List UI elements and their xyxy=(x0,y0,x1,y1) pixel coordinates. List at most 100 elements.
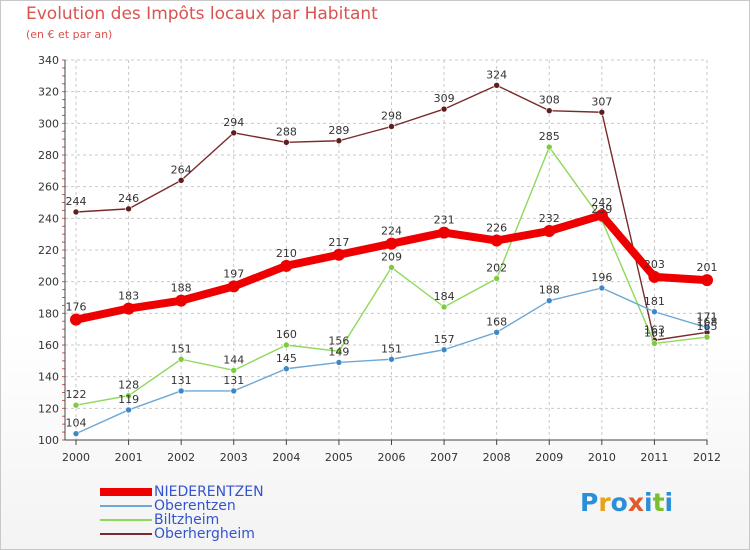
x-tick-label: 2008 xyxy=(483,451,511,464)
logo-letter: x xyxy=(627,488,644,517)
data-label: 217 xyxy=(328,236,349,249)
chart-title: Evolution des Impôts locaux par Habitant xyxy=(26,4,378,24)
data-label: 144 xyxy=(223,353,244,366)
data-point xyxy=(72,430,80,437)
y-tick-label: 240 xyxy=(38,212,59,225)
data-label: 156 xyxy=(328,334,349,347)
data-label: 151 xyxy=(381,342,402,355)
data-point xyxy=(283,341,290,349)
data-point xyxy=(70,313,82,326)
data-point xyxy=(335,348,343,355)
logo-letter: P xyxy=(580,488,599,517)
x-tick-label: 2010 xyxy=(588,451,616,464)
data-label: 232 xyxy=(539,212,560,225)
data-label: 264 xyxy=(171,163,192,176)
y-tick-label: 120 xyxy=(38,402,59,415)
data-label: 324 xyxy=(486,68,507,81)
data-label: 161 xyxy=(644,326,665,339)
data-label: 239 xyxy=(591,203,612,216)
data-label: 176 xyxy=(66,301,87,314)
data-point xyxy=(388,355,395,363)
y-tick-label: 260 xyxy=(38,181,59,194)
y-tick-label: 340 xyxy=(38,54,59,67)
data-label: 288 xyxy=(276,125,297,138)
x-tick-label: 2002 xyxy=(167,451,195,464)
x-tick-label: 2012 xyxy=(693,451,721,464)
data-point xyxy=(227,280,240,293)
data-label: 184 xyxy=(434,290,455,303)
data-point xyxy=(280,259,293,272)
x-tick-label: 2005 xyxy=(325,451,353,464)
x-tick-label: 2000 xyxy=(62,451,90,464)
data-label: 308 xyxy=(539,94,560,107)
data-label: 181 xyxy=(644,295,665,308)
logo-letter: o xyxy=(610,488,628,517)
legend-swatch xyxy=(100,505,152,507)
legend-label: NIEDERENTZEN xyxy=(154,484,264,500)
y-tick-label: 300 xyxy=(38,117,59,130)
logo-letter: i xyxy=(664,488,674,517)
data-point xyxy=(545,297,553,304)
data-point xyxy=(598,108,606,116)
data-label: 244 xyxy=(66,195,87,208)
data-point xyxy=(335,137,343,145)
x-tick-label: 2003 xyxy=(220,451,248,464)
y-tick-label: 320 xyxy=(38,86,59,99)
data-point xyxy=(490,234,503,247)
data-label: 188 xyxy=(171,282,192,295)
data-label: 246 xyxy=(118,192,139,205)
data-label: 119 xyxy=(118,393,139,406)
data-point xyxy=(125,392,132,399)
data-point xyxy=(283,365,290,373)
data-label: 171 xyxy=(697,311,718,324)
data-point xyxy=(545,107,553,114)
data-label: 285 xyxy=(539,130,560,143)
chart-subtitle: (en € et par an) xyxy=(26,28,113,41)
data-label: 168 xyxy=(697,315,718,328)
data-point xyxy=(543,225,556,237)
data-label: 163 xyxy=(644,323,665,336)
data-point xyxy=(651,308,658,316)
data-point xyxy=(701,274,713,287)
data-point xyxy=(230,129,238,137)
data-label: 197 xyxy=(223,267,244,280)
data-label: 160 xyxy=(276,328,297,341)
data-point xyxy=(72,208,80,216)
x-tick-label: 2011 xyxy=(640,451,668,464)
logo-letter: t xyxy=(652,488,665,517)
legend-swatch xyxy=(100,519,152,521)
data-point xyxy=(493,82,500,89)
data-label: 149 xyxy=(328,345,349,358)
data-point xyxy=(493,275,500,282)
y-tick-label: 220 xyxy=(38,244,59,257)
data-point xyxy=(388,264,395,271)
data-label: 202 xyxy=(486,262,507,275)
data-point xyxy=(545,143,553,151)
data-point xyxy=(283,139,290,146)
legend-swatch xyxy=(100,533,152,535)
data-label: 196 xyxy=(591,271,612,284)
legend-label: Oberentzen xyxy=(154,498,236,514)
data-label: 309 xyxy=(434,92,455,105)
data-label: 165 xyxy=(697,320,718,333)
data-label: 168 xyxy=(486,315,507,328)
data-point xyxy=(177,355,185,363)
data-point xyxy=(438,226,451,239)
data-label: 183 xyxy=(118,290,139,303)
data-label: 226 xyxy=(486,222,507,235)
data-point xyxy=(440,105,448,113)
legend-label: Biltzheim xyxy=(154,512,220,528)
data-point xyxy=(230,367,238,374)
legend-label: Oberhergheim xyxy=(154,526,255,542)
data-point xyxy=(648,270,661,283)
data-point xyxy=(175,294,188,307)
data-point xyxy=(332,248,345,261)
y-tick-label: 140 xyxy=(38,371,59,384)
data-label: 307 xyxy=(591,95,612,108)
data-point xyxy=(651,340,658,347)
data-point xyxy=(440,346,448,354)
data-label: 298 xyxy=(381,110,402,123)
data-point xyxy=(177,387,185,395)
data-label: 242 xyxy=(591,196,612,209)
